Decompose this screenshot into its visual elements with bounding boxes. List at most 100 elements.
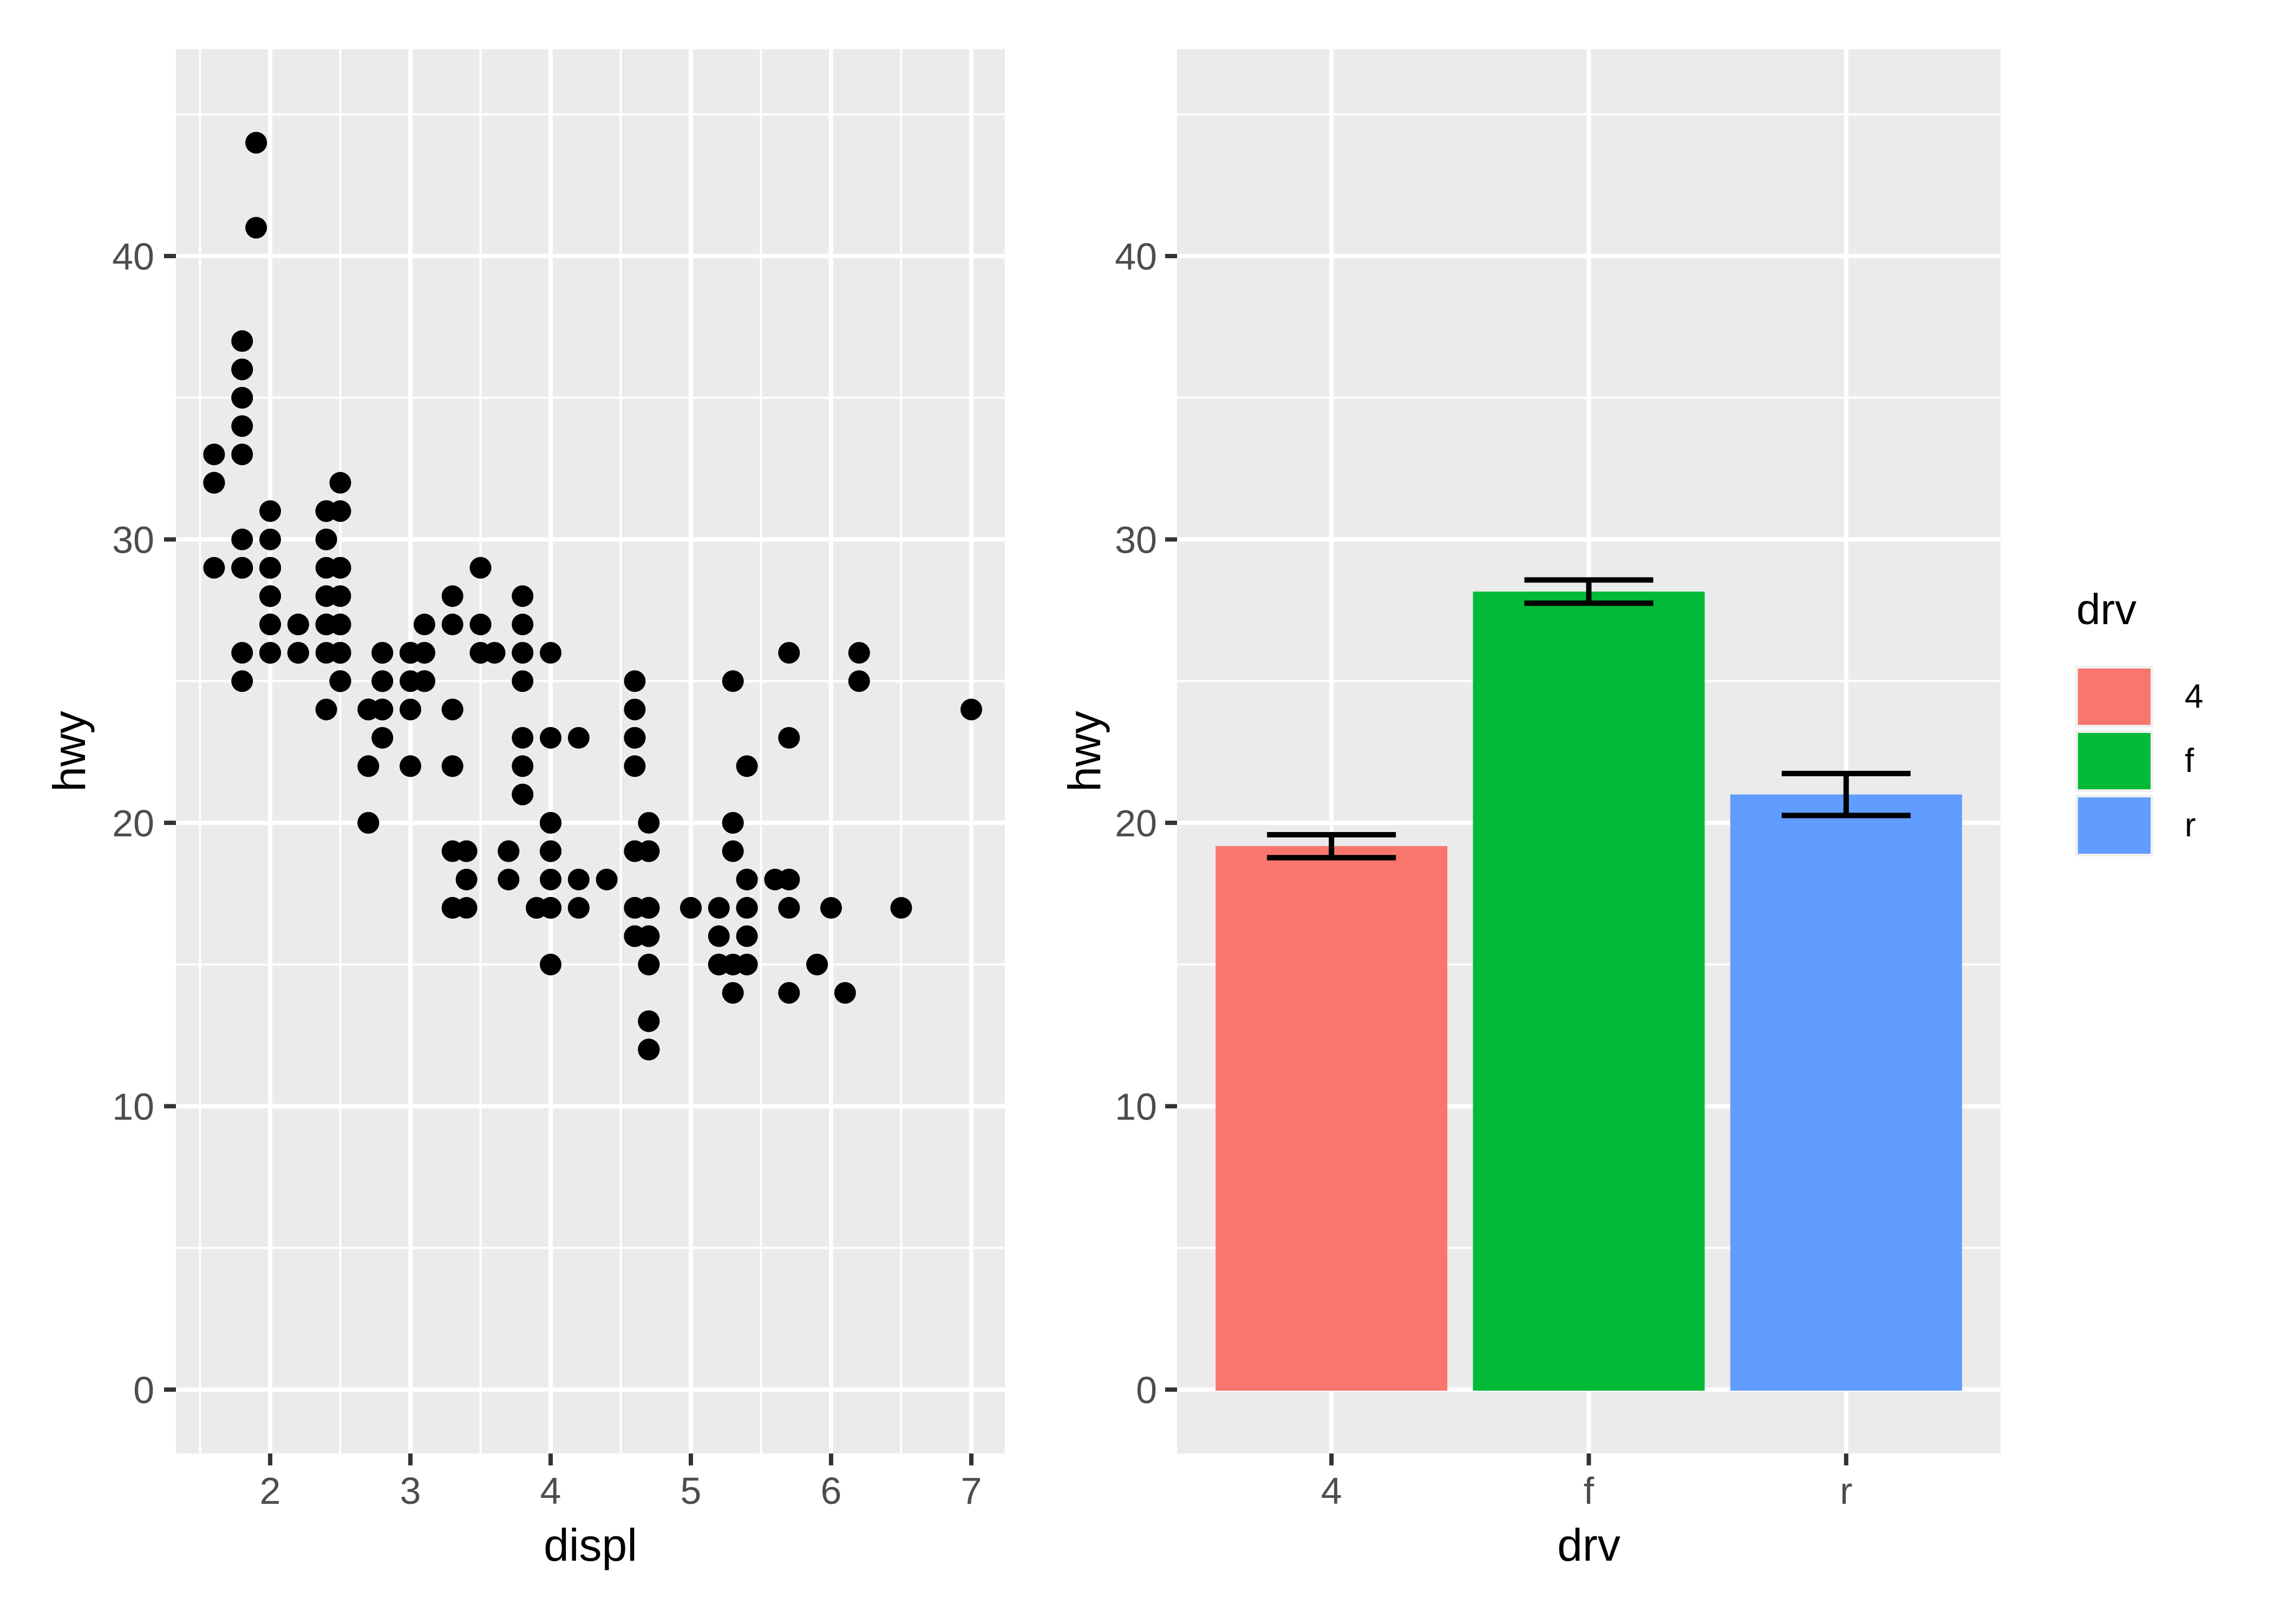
scatter-point — [722, 670, 744, 692]
axis-tick — [1844, 1453, 1848, 1465]
legend-label: r — [2185, 807, 2196, 844]
legend-entry: r — [2075, 795, 2274, 856]
axis-tick — [1165, 537, 1177, 542]
gridline-major — [1329, 49, 1334, 1453]
legend-title: drv — [2076, 585, 2137, 633]
scatter-point — [624, 840, 646, 862]
scatter-point — [778, 868, 800, 890]
scatter-point — [778, 726, 800, 749]
scatter-point — [778, 982, 800, 1004]
scatter-point — [638, 1010, 660, 1032]
scatter-point — [203, 472, 225, 494]
scatter-point — [624, 670, 646, 692]
axis-tick — [164, 1387, 176, 1392]
legend-key — [2075, 666, 2153, 728]
scatter-point — [329, 613, 351, 636]
gridline-major — [969, 49, 973, 1453]
axis-tick — [969, 1453, 973, 1465]
gridline-minor — [176, 113, 1005, 116]
scatter-point — [512, 755, 534, 777]
gridline-minor — [176, 680, 1005, 683]
tick-label: f — [1584, 1470, 1595, 1512]
scatter-point — [287, 641, 309, 664]
scatter-point — [315, 698, 337, 721]
scatter-point — [848, 641, 870, 664]
axis-tick — [689, 1453, 693, 1465]
scatter-point — [259, 585, 281, 607]
scatter-point — [231, 387, 253, 409]
gridline-major — [548, 49, 553, 1453]
scatter-point — [287, 613, 309, 636]
scatter-point — [638, 897, 660, 919]
scatter-point — [638, 1038, 660, 1060]
legend-entry: f — [2075, 730, 2274, 792]
scatter-point — [540, 953, 561, 975]
legend-key — [2075, 795, 2153, 856]
error-bar-whisker — [1329, 834, 1335, 858]
scatter-point — [329, 585, 351, 607]
error-bar-cap — [1781, 770, 1911, 776]
scatter-point — [708, 953, 730, 975]
axis-tick — [408, 1453, 413, 1465]
tick-label: 4 — [1321, 1470, 1342, 1512]
scatter-point — [638, 953, 660, 975]
scatter-point — [624, 925, 646, 947]
scatter-point — [259, 500, 281, 522]
scatter-panel-background — [176, 49, 1005, 1453]
tick-label: 10 — [112, 1086, 154, 1128]
error-bar-cap — [1524, 600, 1654, 606]
axis-tick — [164, 1104, 176, 1109]
gridline-minor — [339, 49, 342, 1453]
scatter-point — [203, 556, 225, 579]
axis-tick — [164, 254, 176, 258]
scatter-point — [596, 868, 618, 890]
axis-tick — [1165, 821, 1177, 825]
scatter-point — [778, 641, 800, 664]
gridline-major — [176, 254, 1005, 258]
tick-label: 6 — [821, 1470, 842, 1512]
error-bar-whisker — [1843, 773, 1849, 816]
scatter-point — [245, 132, 267, 154]
legend-swatch-f — [2078, 733, 2151, 789]
tick-label: 4 — [540, 1470, 561, 1512]
scatter-point — [624, 755, 646, 777]
bar-f — [1473, 591, 1705, 1391]
scatter-point — [455, 868, 478, 890]
scatter-point — [231, 556, 253, 579]
axis-tick — [1165, 1104, 1177, 1109]
scatter-point — [400, 670, 421, 692]
scatter-point — [371, 726, 394, 749]
scatter-point — [736, 868, 758, 890]
scatter-x-axis-title: displ — [544, 1520, 637, 1570]
tick-label: 10 — [1115, 1086, 1157, 1128]
scatter-point — [455, 897, 478, 919]
scatter-point — [736, 897, 758, 919]
axis-tick — [829, 1453, 833, 1465]
scatter-point — [231, 528, 253, 551]
scatter-point — [371, 670, 394, 692]
scatter-point — [441, 698, 463, 721]
legend-label: 4 — [2185, 678, 2204, 715]
scatter-point — [357, 812, 380, 834]
scatter-point — [722, 982, 744, 1004]
scatter-point — [960, 698, 982, 721]
gridline-major — [1844, 49, 1848, 1453]
scatter-point — [512, 613, 534, 636]
scatter-point — [455, 840, 478, 862]
axis-tick — [164, 537, 176, 542]
scatter-point — [512, 585, 534, 607]
legend: drv 4 f r — [2075, 588, 2274, 859]
scatter-point — [890, 897, 912, 919]
gridline-minor — [479, 49, 482, 1453]
tick-label: 40 — [112, 235, 154, 278]
scatter-point — [834, 982, 856, 1004]
scatter-point — [357, 755, 380, 777]
gridline-major — [408, 49, 413, 1453]
scatter-point — [540, 812, 561, 834]
scatter-point — [736, 925, 758, 947]
error-bar-cap — [1781, 813, 1911, 818]
scatter-point — [469, 613, 492, 636]
scatter-point — [806, 953, 828, 975]
gridline-minor — [176, 396, 1005, 399]
